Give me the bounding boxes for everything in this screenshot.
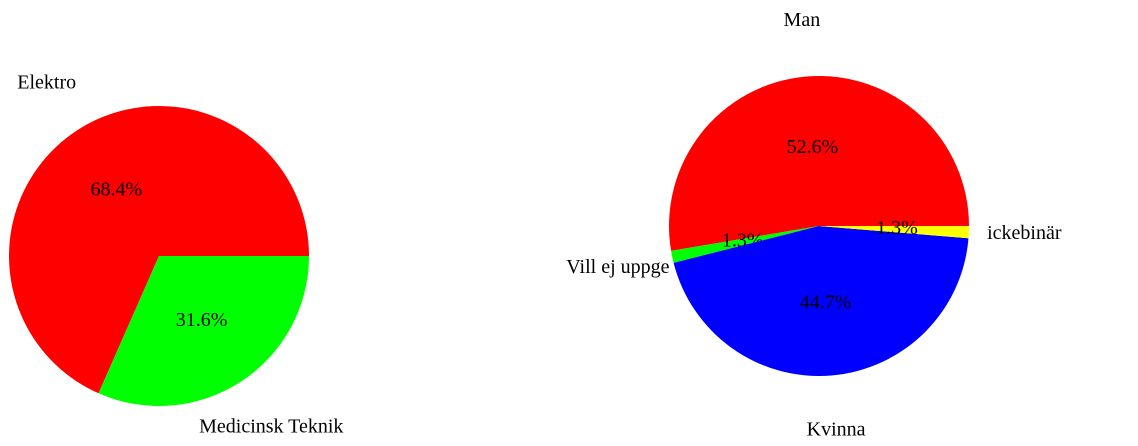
pie-slice (8, 105, 309, 394)
pie-slice (671, 226, 819, 263)
pie-slice (668, 76, 969, 251)
slice-label: Kvinna (807, 418, 866, 440)
pie-slice (673, 226, 969, 376)
pie-slice (98, 256, 310, 406)
pie-slice (819, 226, 969, 239)
pie-chart: Man 52.6% Vill ej uppge 1.3% Kvinna 44.7% icke… (566, 9, 1062, 441)
slice-label: Medicinsk Teknik (199, 416, 343, 438)
slice-label: ickebinär (987, 222, 1062, 244)
percent-label: 1.3% (876, 217, 918, 239)
slice-label: Man (784, 9, 821, 31)
percent-label: 44.7% (800, 291, 852, 313)
slice-label: Vill ej uppge (566, 256, 669, 278)
slice-label: Elektro (17, 71, 76, 93)
pie-chart: Elektro 68.4% Medicinsk Teknik 31.6% (8, 71, 343, 438)
percent-label: 52.6% (787, 136, 839, 158)
percent-label: 31.6% (176, 309, 228, 331)
percent-label: 68.4% (91, 178, 143, 200)
